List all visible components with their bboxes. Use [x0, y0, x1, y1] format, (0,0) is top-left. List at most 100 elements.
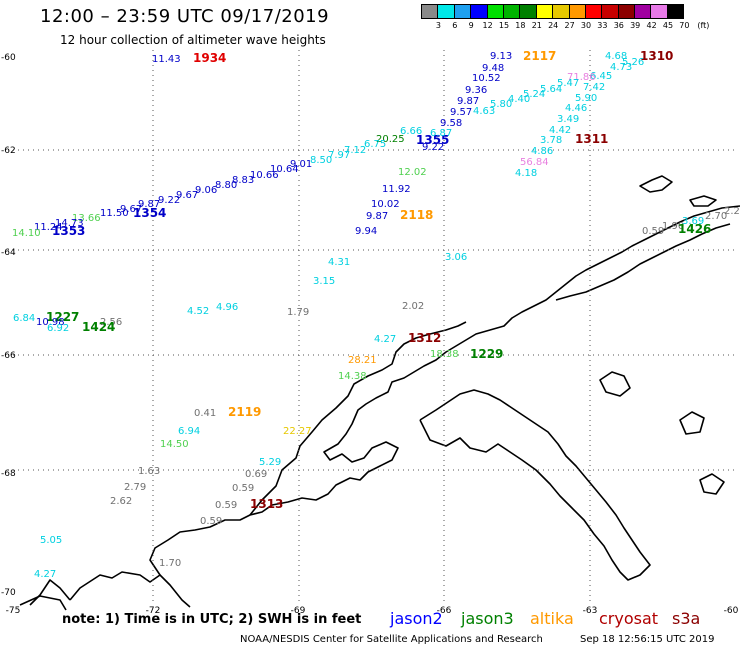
wave-height-value: 0.59	[200, 516, 222, 527]
wave-height-value: 2.62	[110, 496, 132, 507]
wave-height-value: 9.87	[138, 199, 160, 210]
legend-labels: 3 6 9 12 15 18 21 24 27 30 33 36 39 42 45 70 (ft)	[421, 19, 710, 33]
wave-height-value: 13.66	[72, 213, 101, 224]
wave-height-values: 11.43 1934 9.13 21179.4810.529.369.879.579.…	[12, 49, 740, 580]
lat-label: -66	[1, 351, 16, 361]
map-title: 12:00 – 23:59 UTC 09/17/2019	[40, 6, 330, 27]
legend-label: 12	[482, 21, 493, 30]
wave-height-value: 6.45	[590, 71, 612, 82]
wave-height-value: 9.67	[120, 204, 142, 215]
legend-label: 6	[452, 21, 458, 30]
legend-unit: (ft)	[697, 21, 710, 30]
wave-height-value: 2.2	[724, 206, 740, 217]
satellite-s3a: s3a	[672, 609, 701, 628]
wave-height-value: 7.42	[583, 82, 605, 93]
wave-height-value: 4.52	[187, 306, 209, 317]
wave-height-value: 9.48	[482, 63, 504, 74]
wave-height-value: 1.63	[138, 466, 160, 477]
wave-height-value: 11.24	[34, 222, 63, 233]
wave-height-value: 9.22	[422, 142, 444, 153]
island-far-east	[699, 473, 725, 495]
longitude-labels: -75 -72 -69 -66 -63 -60	[6, 606, 739, 616]
islands-north	[639, 175, 673, 193]
wave-height-value: 71.86	[567, 72, 596, 83]
wave-height-value: 5.29	[259, 457, 281, 468]
wave-height-value: 4.68	[605, 51, 627, 62]
legend-label: 30	[580, 21, 592, 30]
wave-height-value: 8.50	[310, 155, 332, 166]
satellite-altika: altika	[530, 609, 574, 628]
wave-height-value: 8.80	[215, 180, 237, 191]
wave-height-value: 6.66	[400, 126, 422, 137]
wave-height-value: 0.59	[642, 226, 664, 237]
legend-swatch	[666, 4, 685, 19]
pass-time-label: 1229	[470, 347, 503, 361]
lat-label: -68	[1, 469, 16, 479]
coastline	[19, 175, 740, 611]
wave-height-value: 9.87	[457, 96, 479, 107]
wave-height-value: 5.26	[622, 57, 644, 68]
wave-height-value: 9.58	[440, 118, 462, 129]
wave-height-value: 4.46	[565, 103, 587, 114]
wave-height-value: 9.67	[176, 190, 198, 201]
wave-height-value: 8.83	[232, 175, 254, 186]
wave-height-value: 5.05	[40, 535, 62, 546]
timestamp: Sep 18 12:56:15 UTC 2019	[580, 634, 715, 645]
pass-time-label: 2117	[523, 49, 556, 63]
wave-height-value: 9.06	[195, 185, 217, 196]
wave-height-value: 9.36	[465, 85, 487, 96]
wave-height-value: 7.97	[328, 150, 350, 161]
satellite-jason3: jason3	[461, 609, 514, 628]
pass-time-label: 1424	[82, 320, 115, 334]
graticule	[8, 50, 735, 605]
island-se	[599, 371, 631, 397]
wave-height-value: 12.02	[398, 167, 427, 178]
islands-east	[689, 195, 717, 207]
wave-height-value: 14.38	[338, 371, 367, 382]
lat-label: -62	[1, 146, 16, 156]
wave-height-value: 14.73	[55, 218, 84, 229]
pass-time-label: 2118	[400, 208, 433, 222]
legend-color-bar	[421, 4, 685, 19]
island-south	[679, 411, 705, 435]
east-islands	[419, 389, 651, 581]
wave-height-value: 3.49	[557, 114, 579, 125]
lat-label: -70	[1, 588, 16, 598]
wave-height-value: 4.96	[216, 302, 238, 313]
pass-time-label: 1354	[133, 206, 166, 220]
wave-height-value: 1.90	[662, 221, 684, 232]
wave-height-value: 2.02	[402, 301, 424, 312]
wave-height-value: 4.40	[508, 94, 530, 105]
wave-height-value: 3.69	[682, 216, 704, 227]
wave-height-value: 4.42	[549, 125, 571, 136]
west-coast	[249, 321, 467, 516]
wave-height-value: 18.38	[430, 349, 459, 360]
legend-label: 24	[548, 21, 559, 30]
south-shetland-islands	[555, 223, 731, 301]
alexander-island	[19, 595, 67, 611]
wave-height-value: 10.64	[270, 164, 299, 175]
wave-height-value: 9.57	[450, 107, 472, 118]
latitude-labels: -60 -62 -64 -66 -68 -70	[1, 53, 16, 598]
wave-height-value: 0.59	[215, 500, 237, 511]
color-legend: 3 6 9 12 15 18 21 24 27 30 33 36 39 42 45 70 (ft)	[421, 4, 710, 33]
wave-height-value: 9.94	[355, 226, 377, 237]
wave-height-value: 9.13	[490, 51, 512, 62]
wave-height-value: 2.70	[705, 211, 727, 222]
wave-height-value: 2.79	[124, 482, 146, 493]
wave-height-value: 5.47	[557, 78, 579, 89]
legend-label: 27	[564, 21, 575, 30]
wave-height-value: 14.50	[160, 439, 189, 450]
wave-height-value: 4.31	[328, 257, 350, 268]
wave-height-value: 2.56	[100, 317, 122, 328]
wave-height-value: 5.64	[540, 84, 562, 95]
lon-label: -60	[724, 606, 739, 616]
legend-label: 36	[613, 21, 624, 30]
wave-height-value: 6.94	[178, 426, 200, 437]
wave-height-value: 3.78	[540, 135, 562, 146]
wave-height-value: 28.21	[348, 355, 377, 366]
wave-height-value: 11.50	[100, 208, 129, 219]
legend-label: 15	[498, 21, 510, 30]
wave-height-value: 6.87	[430, 128, 452, 139]
